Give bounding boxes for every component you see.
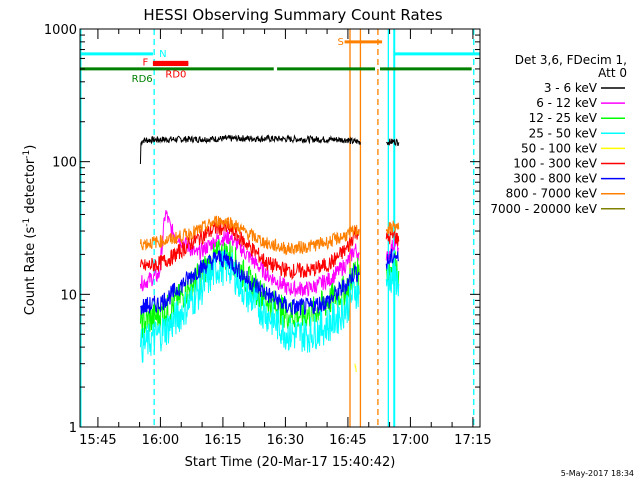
legend-label: 800 - 7000 keV	[506, 187, 598, 201]
flag-label-S: S	[338, 37, 344, 48]
y-axis-label-part: detector	[23, 158, 38, 218]
y-tick-label: 1000	[44, 23, 77, 38]
legend-label: 6 - 12 keV	[536, 96, 598, 110]
flag-label-RD6: RD6	[132, 74, 153, 85]
y-tick-label: 100	[52, 156, 77, 171]
legend-label: 300 - 800 keV	[513, 172, 597, 186]
series-line-50-100-keV-seg0	[354, 363, 357, 373]
y-axis-label: Count Rate (s-1 detector-1)	[22, 145, 38, 316]
x-tick-label: 15:45	[79, 433, 116, 448]
series-line-300-800-keV-seg0	[139, 249, 360, 316]
flag-label-F: F	[143, 57, 149, 68]
legend-label: 100 - 300 keV	[513, 157, 597, 171]
legend-label: 7000 - 20000 keV	[490, 202, 597, 216]
legend-label: 12 - 25 keV	[529, 111, 598, 125]
flag-label-N: N	[159, 49, 166, 60]
x-tick-label: 16:45	[329, 433, 366, 448]
legend-title-line: Att 0	[598, 66, 627, 80]
y-axis-label-part: -1	[22, 150, 32, 159]
x-tick-label: 16:00	[142, 433, 179, 448]
x-tick-label: 17:15	[454, 433, 491, 448]
series-line-3-6-keV-seg0	[139, 134, 361, 165]
axes: 15:45 16:00 16:15 16:30 16:45 17:00 17:15 1 10 10…	[44, 23, 492, 448]
legend-label: 50 - 100 keV	[521, 141, 598, 155]
y-tick-label: 1	[69, 421, 77, 436]
y-axis-label-part: Count Rate (s	[23, 227, 38, 316]
x-tick-label: 16:30	[267, 433, 304, 448]
plot-inner	[80, 29, 480, 427]
y-axis-label-part: )	[23, 145, 38, 150]
plot-area: NF RD0 S RD6	[80, 29, 480, 427]
series-line-300-800-keV-seg1	[385, 248, 399, 270]
flag-label-RD0: RD0	[165, 70, 186, 81]
legend-title-line: Det 3,6, FDecim 1,	[515, 53, 627, 67]
series-line-800-7000-keV-seg1	[385, 220, 400, 235]
x-tick-label: 16:15	[204, 433, 241, 448]
footer-date: 5-May-2017 18:34	[561, 469, 634, 478]
x-tick-label: 17:00	[392, 433, 429, 448]
series-line-100-300-keV-seg0	[139, 219, 360, 281]
y-tick-label: 10	[60, 288, 77, 303]
legend-label: 3 - 6 keV	[544, 81, 598, 95]
chart-title: HESSI Observing Summary Count Rates	[143, 6, 442, 24]
y-axis-label-part: -1	[22, 218, 32, 227]
legend-label: 25 - 50 keV	[529, 126, 598, 140]
plot-frame	[79, 28, 481, 428]
series-line-3-6-keV-seg1	[385, 138, 400, 147]
series-line-100-300-keV-seg1	[385, 229, 400, 247]
x-axis-label: Start Time (20-Mar-17 15:40:42)	[185, 455, 396, 470]
series-line-25-50-keV-seg1	[385, 257, 400, 297]
series-line-800-7000-keV-seg0	[139, 215, 360, 256]
